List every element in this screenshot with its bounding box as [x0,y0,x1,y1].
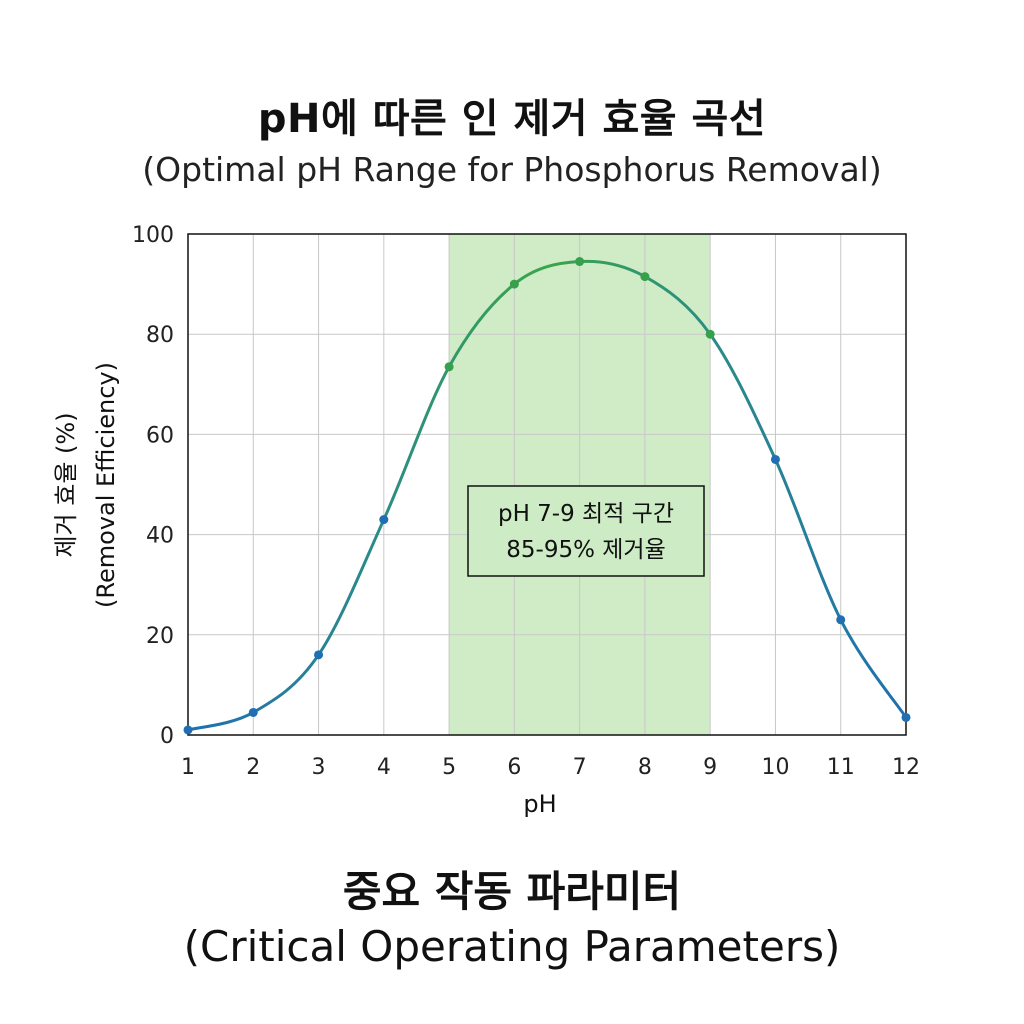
x-tick-label-11: 11 [827,755,855,780]
data-point-ph-12 [901,712,911,722]
y-axis-title-line-1: 제거 효율 (%) [52,412,80,557]
parameters-subheading: (Critical Operating Parameters) [183,922,841,971]
data-point-ph-10 [770,454,780,464]
data-point-ph-3 [314,650,324,660]
plot-frame [187,233,907,736]
data-point-ph-6 [509,279,519,289]
x-tick-label-7: 7 [573,755,587,780]
data-point-ph-7 [575,257,585,267]
x-tick-label-12: 12 [892,755,920,780]
data-point-ph-2 [248,707,258,717]
parameters-heading: 중요 작동 파라미터 [342,867,682,916]
x-axis-title: pH [523,790,556,818]
data-point-ph-1 [183,725,193,735]
y-tick-label-100: 100 [132,223,174,248]
x-tick-label-5: 5 [442,755,456,780]
x-tick-label-4: 4 [377,755,391,780]
x-tick-label-3: 3 [312,755,326,780]
chart-subtitle: (Optimal pH Range for Phosphorus Removal… [142,150,882,189]
annotation-frame [467,485,705,577]
data-point-ph-8 [640,272,650,282]
data-point-ph-11 [836,615,846,625]
annotation-box: pH 7-9 최적 구간 85-95% 제거율 [467,485,705,577]
x-tick-label-10: 10 [761,755,789,780]
annotation-line-2: 85-95% 제거율 [506,537,665,563]
data-point-ph-9 [705,329,715,339]
data-point-ph-5 [444,362,454,372]
x-tick-label-8: 8 [638,755,652,780]
y-tick-label-80: 80 [146,323,174,348]
y-tick-label-60: 60 [146,423,174,448]
y-axis-title-line-2: (Removal Efficiency) [92,362,120,608]
y-tick-label-0: 0 [160,724,174,749]
y-tick-label-20: 20 [146,624,174,649]
x-tick-label-2: 2 [246,755,260,780]
y-tick-label-40: 40 [146,524,174,549]
x-tick-label-6: 6 [507,755,521,780]
data-point-ph-4 [379,515,389,525]
x-tick-label-9: 9 [703,755,717,780]
annotation-line-1: pH 7-9 최적 구간 [498,501,674,527]
chart-title: pH에 따른 인 제거 효율 곡선 [257,96,767,142]
x-tick-label-1: 1 [181,755,195,780]
